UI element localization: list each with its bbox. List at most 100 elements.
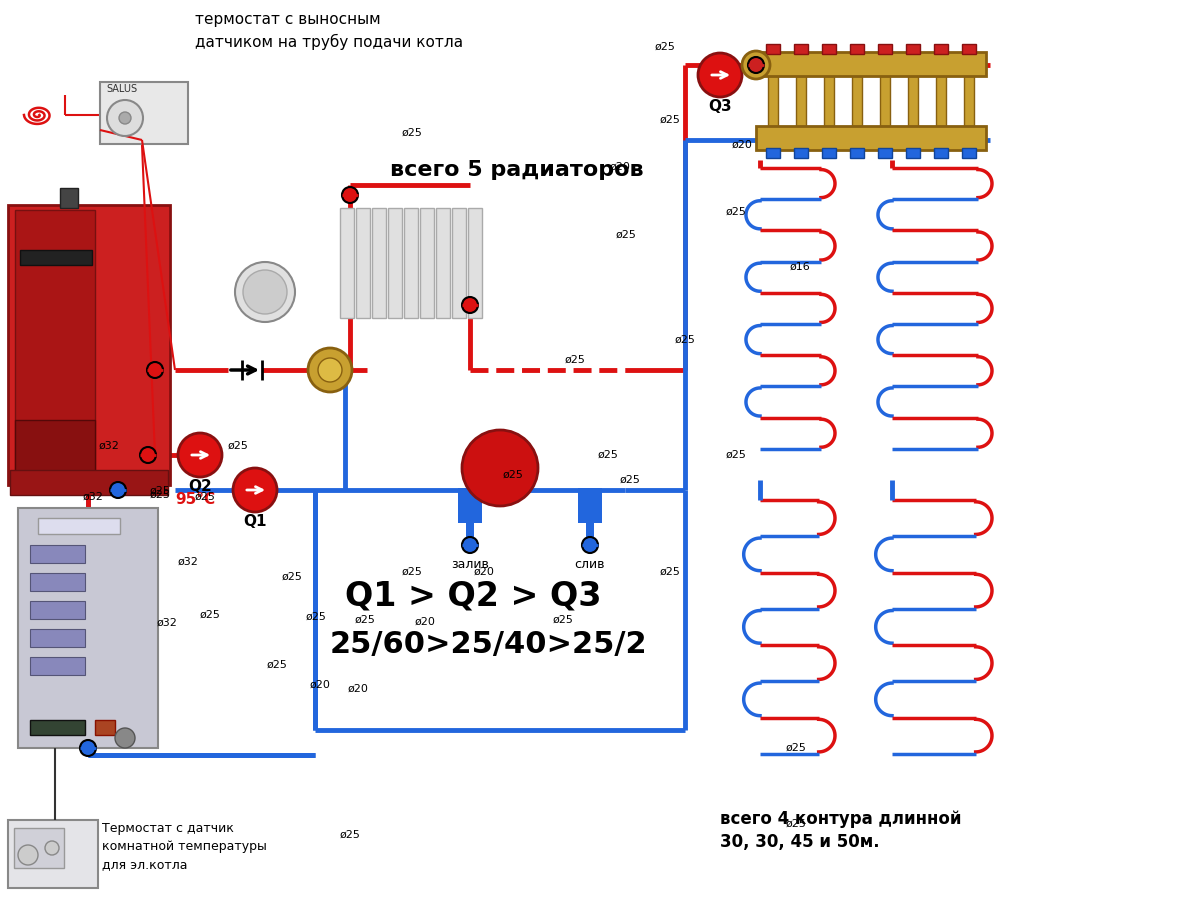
Bar — [20, 250, 92, 265]
Circle shape — [243, 270, 287, 314]
Circle shape — [80, 740, 96, 756]
Bar — [934, 44, 948, 54]
Text: ø25: ø25 — [200, 610, 221, 620]
Bar — [757, 52, 986, 76]
Bar — [468, 208, 482, 318]
Bar — [30, 601, 85, 619]
Circle shape — [233, 468, 277, 512]
Bar — [14, 828, 64, 868]
Text: ø25: ø25 — [150, 490, 171, 500]
Text: ø25: ø25 — [150, 486, 170, 496]
Text: термостат с выносным: термостат с выносным — [195, 12, 380, 27]
Bar — [100, 82, 188, 144]
Bar — [458, 488, 482, 523]
Text: Q1: Q1 — [243, 514, 266, 529]
Bar — [95, 720, 115, 735]
Bar — [60, 188, 78, 208]
Circle shape — [177, 433, 222, 477]
Text: ø25: ø25 — [620, 475, 641, 485]
Text: ø25: ø25 — [659, 115, 681, 125]
Text: ø25: ø25 — [306, 612, 326, 622]
Bar — [757, 126, 986, 150]
Bar — [936, 76, 946, 126]
Bar — [420, 208, 434, 318]
Bar — [823, 44, 836, 54]
Bar — [934, 148, 948, 158]
Text: ø32: ø32 — [177, 556, 198, 566]
Bar — [30, 573, 85, 591]
Circle shape — [462, 537, 478, 553]
Bar — [10, 470, 168, 495]
Text: ø25: ø25 — [785, 819, 806, 829]
Bar — [356, 208, 370, 318]
Text: ø25: ø25 — [616, 230, 637, 240]
Text: ø25: ø25 — [267, 660, 288, 670]
Bar — [766, 148, 781, 158]
Circle shape — [115, 728, 135, 748]
Text: ø25: ø25 — [725, 450, 746, 460]
Text: 30, 30, 45 и 50м.: 30, 30, 45 и 50м. — [721, 833, 880, 851]
Bar — [8, 205, 170, 485]
Bar — [341, 208, 354, 318]
Text: ø25: ø25 — [228, 441, 248, 451]
Bar — [372, 208, 386, 318]
Circle shape — [147, 362, 163, 378]
Text: ø25: ø25 — [553, 615, 574, 625]
Bar — [850, 44, 864, 54]
Text: ø25: ø25 — [655, 42, 676, 52]
Bar — [404, 208, 418, 318]
Bar — [850, 148, 864, 158]
Text: ø20: ø20 — [311, 680, 331, 690]
Text: SALUS: SALUS — [106, 84, 137, 94]
Bar — [30, 720, 85, 735]
Text: ø25: ø25 — [402, 567, 422, 577]
Circle shape — [748, 57, 764, 73]
Bar — [16, 210, 95, 475]
Text: ø25: ø25 — [341, 830, 361, 840]
Circle shape — [582, 537, 598, 553]
Circle shape — [107, 100, 143, 136]
Text: Q3: Q3 — [709, 99, 731, 114]
Bar — [18, 508, 158, 748]
Bar — [906, 148, 920, 158]
Circle shape — [18, 845, 38, 865]
Text: ø32: ø32 — [83, 492, 104, 502]
Bar — [8, 820, 98, 888]
Text: ø25: ø25 — [597, 450, 617, 460]
Text: ø25: ø25 — [282, 572, 302, 581]
Text: ø25: ø25 — [785, 742, 806, 752]
Circle shape — [46, 841, 59, 855]
Circle shape — [235, 262, 295, 322]
Bar — [436, 208, 450, 318]
Circle shape — [698, 53, 742, 97]
Circle shape — [462, 430, 538, 506]
Text: Q1 > Q2 > Q3: Q1 > Q2 > Q3 — [345, 580, 602, 613]
Bar — [794, 148, 808, 158]
Bar — [466, 523, 474, 551]
Bar — [962, 148, 976, 158]
Circle shape — [140, 447, 156, 463]
Text: ø25: ø25 — [675, 335, 695, 345]
Bar — [908, 76, 918, 126]
Bar — [906, 44, 920, 54]
Text: всего 5 радиаторов: всего 5 радиаторов — [390, 160, 644, 180]
Bar — [796, 76, 806, 126]
Text: залив: залив — [451, 558, 489, 571]
Bar — [766, 44, 781, 54]
Bar — [964, 76, 974, 126]
Text: ø25: ø25 — [659, 567, 680, 577]
Circle shape — [462, 297, 478, 313]
Text: 95°С: 95°С — [175, 492, 215, 507]
Bar — [878, 44, 892, 54]
Bar — [769, 76, 778, 126]
Text: ø25: ø25 — [725, 207, 746, 217]
Bar — [852, 76, 862, 126]
Text: ø25: ø25 — [195, 492, 216, 502]
Circle shape — [742, 51, 770, 79]
Circle shape — [119, 112, 131, 124]
Bar — [794, 44, 808, 54]
Text: ø25: ø25 — [565, 355, 586, 365]
Circle shape — [308, 348, 353, 392]
Bar — [30, 545, 85, 563]
Circle shape — [342, 187, 359, 203]
